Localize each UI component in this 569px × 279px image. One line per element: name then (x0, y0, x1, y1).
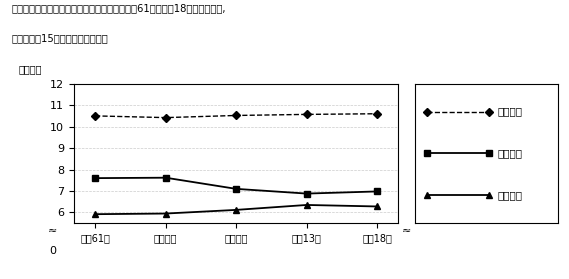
Text: （時間）: （時間） (19, 64, 42, 74)
Text: 15歳以上，－茨城県－: 15歳以上，－茨城県－ (11, 33, 108, 44)
Text: ３次活動: ３次活動 (498, 190, 523, 200)
Text: ２次活動: ２次活動 (498, 148, 523, 158)
Text: １次活動: １次活動 (498, 107, 523, 117)
Text: 図１－１　行動の種類別生活時間の推移（昭和61年～平成18年）－週全体,: 図１－１ 行動の種類別生活時間の推移（昭和61年～平成18年）－週全体, (11, 3, 226, 13)
Text: ≈: ≈ (48, 226, 57, 236)
Text: ≈: ≈ (402, 226, 411, 236)
Text: 0: 0 (50, 246, 56, 256)
